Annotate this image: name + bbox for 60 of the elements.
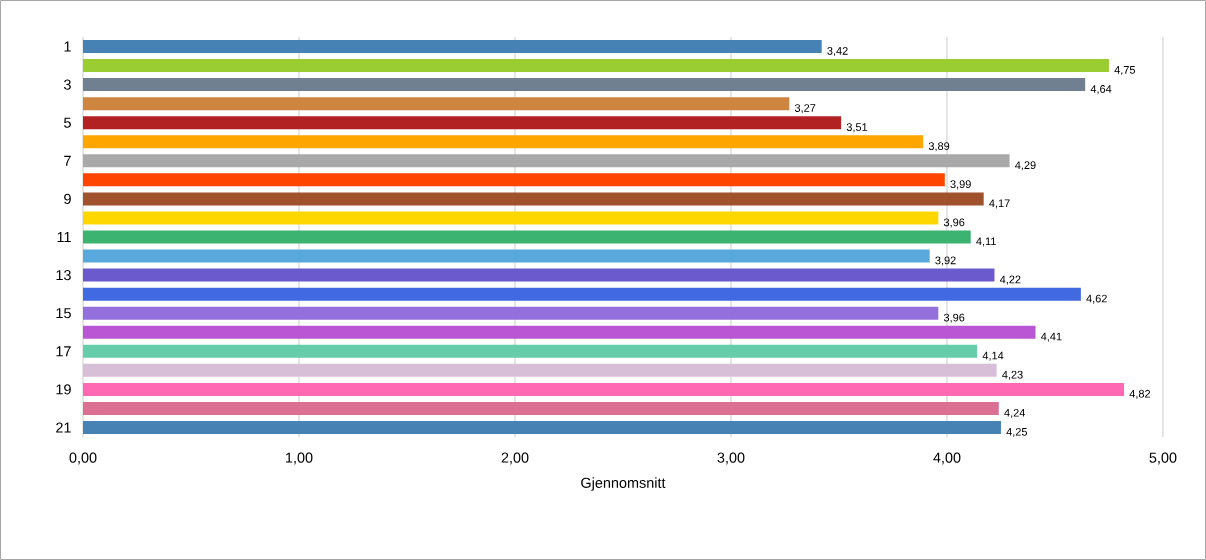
data-label: 4,25 bbox=[1006, 427, 1028, 438]
data-label: 4,62 bbox=[1086, 294, 1107, 304]
x-tick-label: 0,00 bbox=[69, 452, 97, 465]
x-tick-label: 3,00 bbox=[717, 452, 745, 465]
data-label: 4,23 bbox=[1002, 370, 1023, 380]
y-tick-label: 21 bbox=[56, 422, 71, 433]
x-axis-title: Gjennomsnitt bbox=[581, 477, 666, 491]
data-label: 3,96 bbox=[943, 218, 965, 228]
data-label: 3,89 bbox=[928, 142, 950, 152]
bar bbox=[83, 97, 790, 111]
y-tick-label: 19 bbox=[56, 384, 71, 395]
bar bbox=[83, 154, 1010, 168]
x-tick-label: 1,00 bbox=[286, 452, 313, 465]
bar bbox=[83, 173, 945, 187]
bar bbox=[83, 382, 1125, 396]
data-label: 4,22 bbox=[999, 275, 1021, 285]
bar bbox=[83, 363, 997, 377]
data-label: 4,29 bbox=[1015, 161, 1036, 171]
y-tick-label: 9 bbox=[64, 193, 71, 205]
bar bbox=[83, 230, 971, 244]
data-label: 3,99 bbox=[950, 180, 971, 190]
bar bbox=[83, 40, 822, 54]
data-label: 4,24 bbox=[1004, 408, 1025, 418]
y-tick-label: 1 bbox=[64, 41, 71, 52]
data-label: 3,27 bbox=[794, 104, 816, 114]
bar bbox=[83, 192, 984, 206]
bar bbox=[83, 325, 1036, 339]
y-tick-label: 11 bbox=[57, 232, 71, 242]
y-tick-label: 17 bbox=[56, 346, 71, 357]
bar bbox=[83, 287, 1081, 301]
bar bbox=[83, 211, 939, 225]
bar bbox=[83, 401, 999, 415]
y-tick-label: 15 bbox=[56, 308, 71, 319]
bar bbox=[83, 344, 978, 358]
data-label: 4,14 bbox=[982, 351, 1004, 361]
bar bbox=[83, 268, 995, 282]
y-tick-label: 3 bbox=[63, 79, 71, 90]
data-label: 3,51 bbox=[846, 123, 868, 133]
bar bbox=[83, 116, 842, 130]
data-label: 3,96 bbox=[943, 313, 965, 323]
data-label: 4,64 bbox=[1090, 85, 1112, 95]
bar bbox=[83, 135, 924, 149]
x-tick-label: 5,00 bbox=[1149, 452, 1177, 465]
data-label: 4,11 bbox=[976, 237, 996, 247]
data-label: 4,75 bbox=[1114, 66, 1136, 76]
bar bbox=[83, 59, 1109, 73]
bar bbox=[83, 249, 930, 263]
y-tick-label: 13 bbox=[56, 269, 71, 281]
bar bbox=[83, 78, 1086, 92]
y-tick-label: 7 bbox=[64, 155, 71, 166]
bar bbox=[83, 420, 1001, 434]
x-tick-label: 2,00 bbox=[501, 452, 529, 465]
bar bbox=[83, 306, 939, 320]
data-label: 3,42 bbox=[827, 47, 848, 57]
x-tick-label: 4,00 bbox=[933, 452, 961, 465]
data-label: 4,82 bbox=[1129, 389, 1151, 399]
data-label: 4,17 bbox=[989, 199, 1010, 209]
data-label: 4,41 bbox=[1040, 332, 1062, 342]
y-tick-label: 5 bbox=[64, 117, 71, 128]
data-label: 3,92 bbox=[935, 256, 956, 266]
